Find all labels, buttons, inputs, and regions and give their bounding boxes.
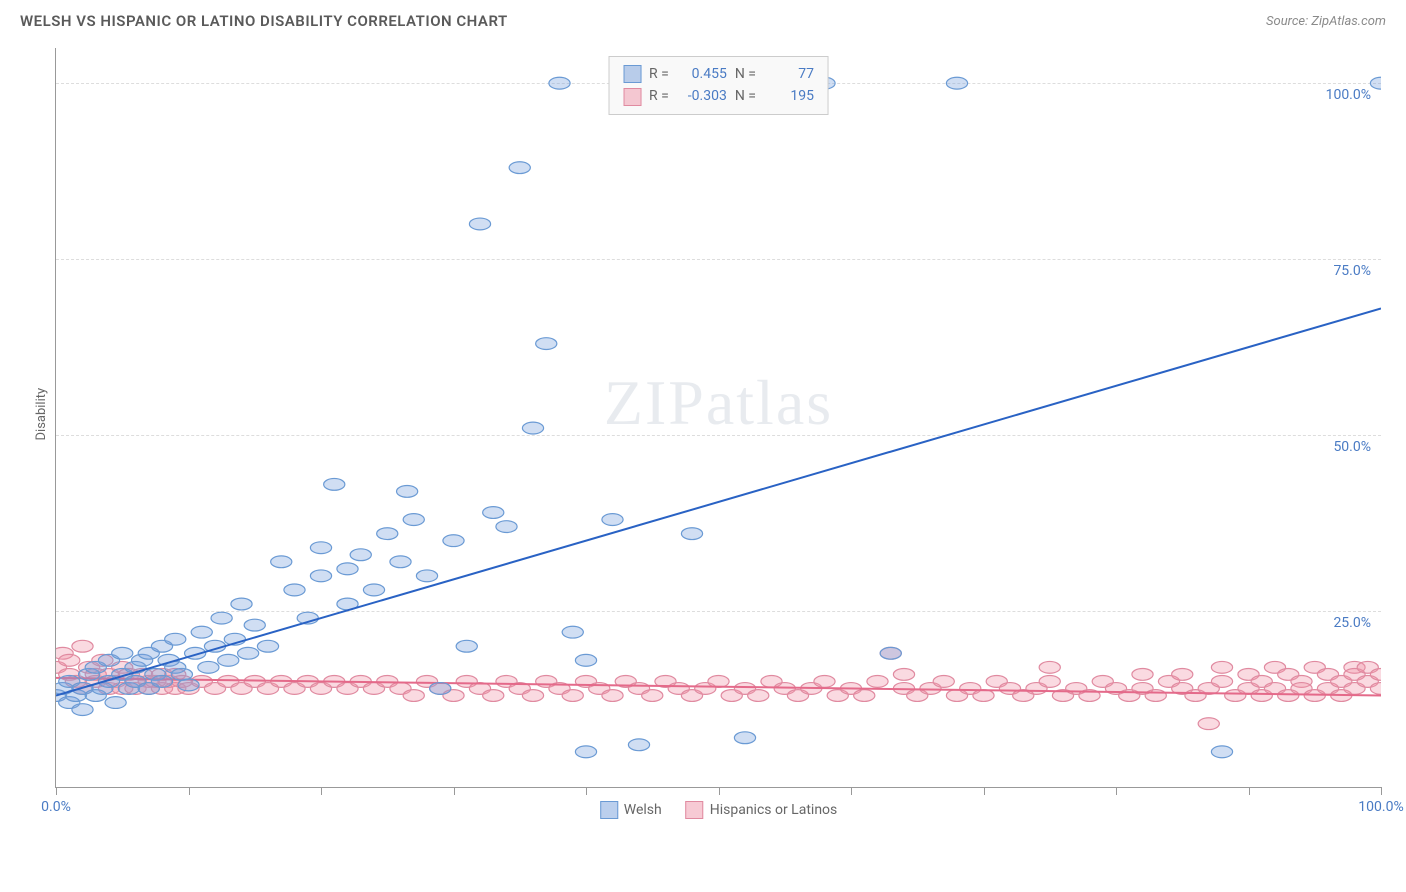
x-tick [984, 787, 985, 795]
x-tick [586, 787, 587, 795]
legend-row-welsh: R = 0.455 N = 77 [623, 63, 814, 85]
chart-svg [56, 48, 1381, 787]
legend-label-welsh: Welsh [624, 802, 662, 818]
x-tick [454, 787, 455, 795]
series-legend: Welsh Hispanics or Latinos [600, 801, 838, 819]
chart-container: Disability ZIPatlas R = 0.455 N = 77 R =… [50, 38, 1386, 828]
chart-title: WELSH VS HISPANIC OR LATINO DISABILITY C… [20, 12, 508, 30]
legend-swatch-hispanic [623, 88, 641, 106]
source-attribution: Source: ZipAtlas.com [1266, 14, 1386, 29]
legend-swatch-hispanic-icon [686, 801, 704, 819]
x-tick [1381, 787, 1382, 795]
n-value-welsh: 77 [764, 63, 814, 85]
n-label: N = [735, 63, 756, 85]
x-tick-label: 0.0% [41, 799, 71, 815]
x-tick [321, 787, 322, 795]
legend-item-hispanic: Hispanics or Latinos [686, 801, 838, 819]
legend-swatch-welsh-icon [600, 801, 618, 819]
r-label: R = [649, 63, 669, 85]
r-label: R = [649, 85, 669, 107]
x-tick [189, 787, 190, 795]
x-tick-label: 100.0% [1358, 799, 1403, 815]
legend-swatch-welsh [623, 65, 641, 83]
x-tick [1249, 787, 1250, 795]
x-tick [719, 787, 720, 795]
legend-label-hispanic: Hispanics or Latinos [710, 802, 838, 818]
correlation-legend: R = 0.455 N = 77 R = -0.303 N = 195 [608, 56, 829, 115]
x-tick [56, 787, 57, 795]
plot-area: ZIPatlas R = 0.455 N = 77 R = -0.303 N =… [55, 48, 1381, 788]
legend-item-welsh: Welsh [600, 801, 662, 819]
header: WELSH VS HISPANIC OR LATINO DISABILITY C… [0, 0, 1406, 38]
legend-row-hispanic: R = -0.303 N = 195 [623, 85, 814, 107]
x-tick [851, 787, 852, 795]
y-axis-label: Disability [34, 388, 49, 441]
n-label: N = [735, 85, 756, 107]
x-tick [1116, 787, 1117, 795]
r-value-welsh: 0.455 [677, 63, 727, 85]
r-value-hispanic: -0.303 [677, 85, 727, 107]
n-value-hispanic: 195 [764, 85, 814, 107]
